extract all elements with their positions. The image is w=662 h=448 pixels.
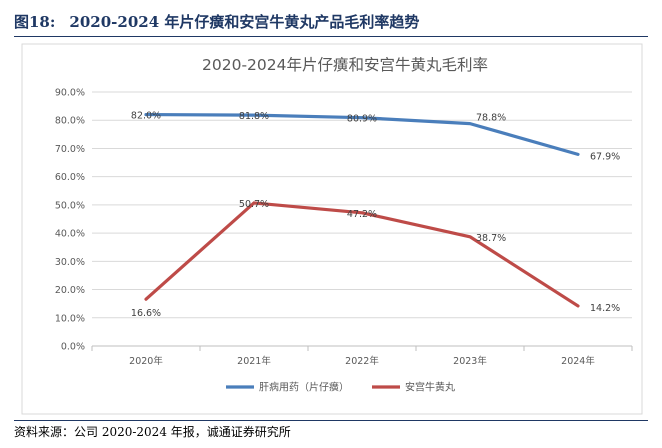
chart-frame bbox=[21, 43, 643, 415]
y-tick-label: 90.0% bbox=[55, 88, 85, 99]
data-label: 16.6% bbox=[131, 308, 161, 319]
legend-entry-2: 安宫牛黄丸 bbox=[405, 381, 455, 394]
figure-number: 图18: bbox=[14, 13, 56, 31]
y-axis: 0.0% 10.0% 20.0% 30.0% 40.0% 50.0% 60.0% 70.0% 8… bbox=[55, 88, 85, 353]
data-label: 80.9% bbox=[347, 114, 377, 125]
legend: 肝病用药（片仔癀） 安宫牛黄丸 bbox=[226, 381, 455, 394]
y-tick-label: 40.0% bbox=[55, 229, 85, 240]
figure-caption: 2020-2024 年片仔癀和安宫牛黄丸产品毛利率趋势 bbox=[69, 13, 420, 31]
data-label: 81.8% bbox=[239, 111, 269, 122]
data-label: 78.8% bbox=[476, 113, 506, 124]
series-line-2 bbox=[144, 201, 580, 308]
y-tick-label: 10.0% bbox=[55, 313, 85, 324]
y-tick-label: 70.0% bbox=[55, 144, 85, 155]
data-labels: 82.0% 81.8% 80.9% 78.8% 67.9% 16.6% 50.7% 47.2%… bbox=[131, 111, 620, 320]
y-tick-label: 20.0% bbox=[55, 285, 85, 296]
series-lines bbox=[144, 112, 580, 308]
data-label: 47.2% bbox=[347, 209, 377, 220]
data-label: 14.2% bbox=[590, 303, 620, 314]
y-tick-label: 60.0% bbox=[55, 172, 85, 183]
figure-header: 图18: 2020-2024 年片仔癀和安宫牛黄丸产品毛利率趋势 bbox=[14, 8, 648, 37]
x-tick-label: 2023年 bbox=[453, 355, 487, 367]
y-tick-label: 80.0% bbox=[55, 116, 85, 127]
margin-line-chart: 2020-2024年片仔癀和安宫牛黄丸毛利率 0.0% 10.0% 20.0% 30.… bbox=[21, 43, 643, 415]
series-line-1 bbox=[144, 112, 580, 156]
x-tick-label: 2021年 bbox=[237, 355, 271, 367]
y-tick-label: 30.0% bbox=[55, 257, 85, 268]
source-note: 资料来源：公司 2020-2024 年报，诚通证券研究所 bbox=[14, 420, 648, 443]
x-tick-label: 2020年 bbox=[129, 355, 163, 367]
legend-entry-1: 肝病用药（片仔癀） bbox=[259, 381, 349, 394]
x-tick-label: 2022年 bbox=[345, 355, 379, 367]
chart-title: 2020-2024年片仔癀和安宫牛黄丸毛利率 bbox=[202, 56, 488, 74]
data-label: 82.0% bbox=[131, 111, 161, 122]
y-tick-label: 50.0% bbox=[55, 200, 85, 211]
data-label: 67.9% bbox=[590, 151, 620, 162]
data-label: 50.7% bbox=[239, 199, 269, 210]
y-tick-label: 0.0% bbox=[61, 342, 85, 353]
data-label: 38.7% bbox=[476, 233, 506, 244]
x-axis: 2020年 2021年 2022年 2023年 2024年 bbox=[91, 345, 633, 367]
x-tick-label: 2024年 bbox=[561, 355, 595, 367]
